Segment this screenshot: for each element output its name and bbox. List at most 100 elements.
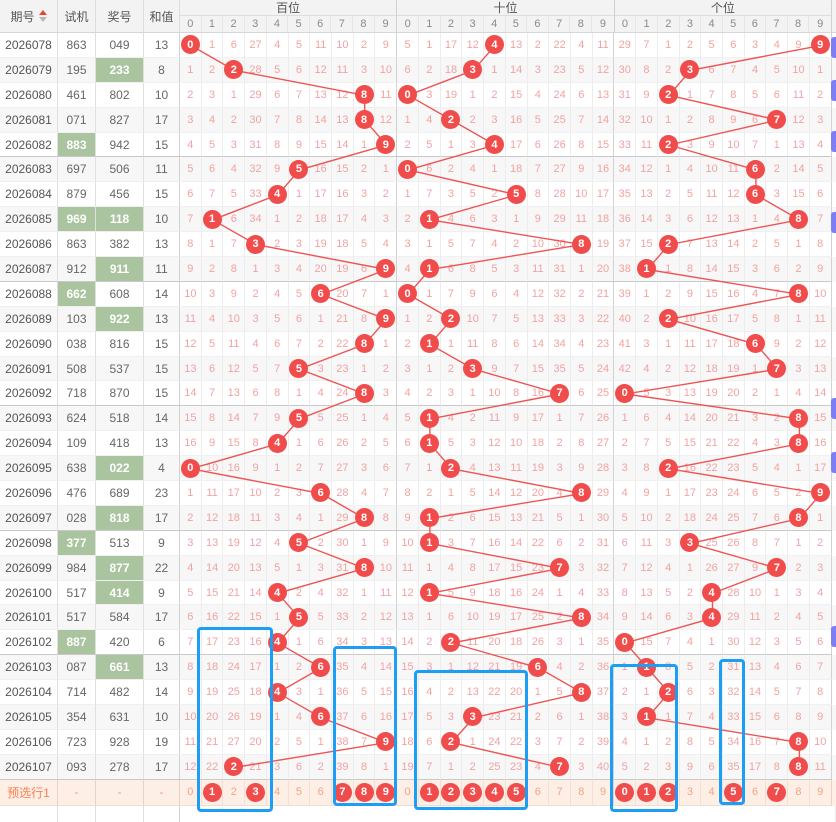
preselect-selected-badge: 1 [636, 782, 656, 802]
preselect-digit-cell[interactable]: 1 [636, 779, 658, 806]
miss-count-cell: 7 [744, 505, 767, 531]
preselect-digit-cell[interactable]: 0 [180, 779, 202, 806]
preselect-digit-cell[interactable]: 4 [701, 779, 723, 806]
draw-cell: 9 [375, 132, 398, 158]
preselect-digit-cell[interactable]: 0 [397, 779, 419, 806]
miss-count-cell: 5 [462, 481, 485, 506]
draw-badge: 6 [745, 159, 765, 179]
preselect-digit-cell[interactable]: 4 [266, 779, 289, 806]
preselect-digit-cell[interactable]: 4 [484, 779, 506, 806]
miss-count-cell: 4 [788, 605, 810, 631]
miss-count-cell: 5 [744, 306, 767, 332]
digit-header: 4 [484, 16, 506, 32]
miss-count-cell: 11 [636, 132, 658, 158]
column-header-period[interactable]: 期号 [0, 0, 58, 32]
miss-count-cell: 4 [549, 481, 571, 506]
preselect-digit-cell[interactable]: 0 [614, 779, 637, 806]
miss-count-cell: 16 [332, 182, 354, 208]
miss-count-cell: 11 [788, 82, 810, 108]
draw-badge: 9 [810, 35, 830, 55]
miss-count-cell: 1 [462, 82, 485, 108]
miss-count-cell: 37 [614, 232, 637, 258]
preselect-digit-cell[interactable]: 8 [570, 779, 593, 806]
preselect-digit-cell[interactable]: 6 [527, 779, 550, 806]
preselect-digit-cell[interactable]: 5 [288, 779, 311, 806]
sort-toggle-icon[interactable] [38, 10, 47, 22]
preselect-digit-cell[interactable]: 8 [788, 779, 810, 806]
preselect-dash-cell: - [96, 779, 144, 806]
preselect-digit-cell[interactable]: 2 [440, 779, 463, 806]
preselect-digit-cell[interactable]: 1 [418, 779, 441, 806]
miss-count-cell: 2 [397, 207, 419, 233]
miss-count-cell: 14 [679, 406, 702, 432]
miss-count-cell: 15 [636, 630, 658, 656]
preselect-digit-cell[interactable]: 2 [223, 779, 246, 806]
draw-cell: 6 [744, 182, 767, 208]
miss-count-cell: 10 [505, 431, 528, 457]
draw-badge: 2 [658, 234, 678, 254]
draw-badge: 8 [788, 433, 808, 453]
draw-cell: 9 [375, 306, 398, 332]
miss-count-cell: 1 [353, 356, 376, 382]
draw-cell: 8 [788, 207, 810, 233]
miss-count-cell: 8 [527, 182, 550, 208]
miss-count-cell: 6 [266, 331, 289, 357]
miss-count-cell: 9 [766, 331, 789, 357]
miss-count-cell: 6 [180, 182, 202, 208]
table-row: 2026100 517 414 9 5 15 21 14 4 2 4 32 1 11 12 1 5 9 18 16 24… [0, 580, 836, 606]
draw-cell: 8 [353, 505, 376, 531]
miss-count-cell: 12 [397, 580, 419, 606]
miss-count-cell: 33 [332, 605, 354, 631]
period-cell: 2026088 [0, 281, 58, 307]
miss-count-cell: 4 [180, 132, 202, 158]
draw-badge: 0 [180, 35, 200, 55]
miss-count-cell: 4 [266, 281, 289, 307]
miss-count-cell: 14 [809, 381, 832, 407]
miss-count-cell: 9 [201, 431, 224, 457]
miss-count-cell: 3 [288, 232, 311, 258]
miss-count-cell: 2 [440, 505, 463, 531]
miss-count-cell: 23 [527, 555, 550, 581]
preselect-digit-cell[interactable]: 6 [744, 779, 767, 806]
preselect-digit-cell[interactable]: 7 [549, 779, 571, 806]
miss-count-cell: 10 [636, 505, 658, 531]
preselect-digit-cell[interactable]: 7 [766, 779, 789, 806]
miss-count-cell: 5 [744, 82, 767, 108]
draw-badge: 4 [702, 607, 722, 627]
digit-header: 7 [766, 16, 788, 32]
draw-badge: 1 [202, 209, 222, 229]
miss-count-cell: 4 [788, 381, 810, 407]
miss-count-cell: 9 [397, 505, 419, 531]
miss-count-cell: 14 [744, 680, 767, 706]
draw-badge: 8 [354, 85, 374, 105]
miss-count-cell: 1 [375, 331, 398, 357]
miss-count-cell: 16 [505, 107, 528, 133]
preselect-digit-cell[interactable]: 9 [809, 779, 832, 806]
miss-count-cell: 13 [505, 505, 528, 531]
draw-cell: 7 [766, 356, 789, 382]
miss-count-cell: 7 [310, 456, 333, 482]
preselect-digit-cell[interactable]: 3 [462, 779, 485, 806]
draw-cell: 8 [570, 680, 593, 706]
draw-badge: 2 [441, 110, 461, 130]
miss-count-cell: 17 [505, 132, 528, 158]
preselect-digit-cell[interactable]: 6 [310, 779, 333, 806]
miss-count-cell: 5 [788, 630, 810, 656]
miss-count-cell: 1 [397, 107, 419, 133]
miss-count-cell: 6 [440, 605, 463, 631]
miss-count-cell: 1 [245, 257, 267, 282]
miss-count-cell: 17 [679, 481, 702, 506]
preselect-digit-cell[interactable]: 1 [201, 779, 224, 806]
miss-count-cell: 20 [701, 406, 723, 432]
preselect-digit-cell[interactable]: 3 [245, 779, 267, 806]
miss-count-cell: 1 [266, 207, 289, 233]
preselect-digit-cell[interactable]: 9 [592, 779, 615, 806]
preselect-digit-cell[interactable]: 3 [679, 779, 702, 806]
miss-count-cell: 4 [375, 406, 398, 432]
miss-count-cell: 4 [288, 257, 311, 282]
miss-count-cell: 11 [375, 82, 398, 108]
miss-count-cell: 6 [201, 157, 224, 183]
preselect-digit-cell[interactable]: 2 [657, 779, 680, 806]
digit-header: 1 [419, 16, 441, 32]
miss-count-cell: 4 [353, 207, 376, 233]
